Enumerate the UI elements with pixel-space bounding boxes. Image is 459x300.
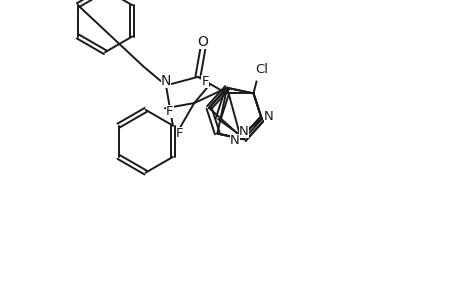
Text: N: N xyxy=(230,134,239,146)
Text: O: O xyxy=(197,35,208,49)
Text: F: F xyxy=(166,105,174,118)
Text: N: N xyxy=(161,74,171,88)
Text: F: F xyxy=(175,127,183,140)
Text: N: N xyxy=(263,110,273,123)
Text: N: N xyxy=(238,125,248,138)
Text: Cl: Cl xyxy=(254,63,268,76)
Text: F: F xyxy=(201,75,208,88)
